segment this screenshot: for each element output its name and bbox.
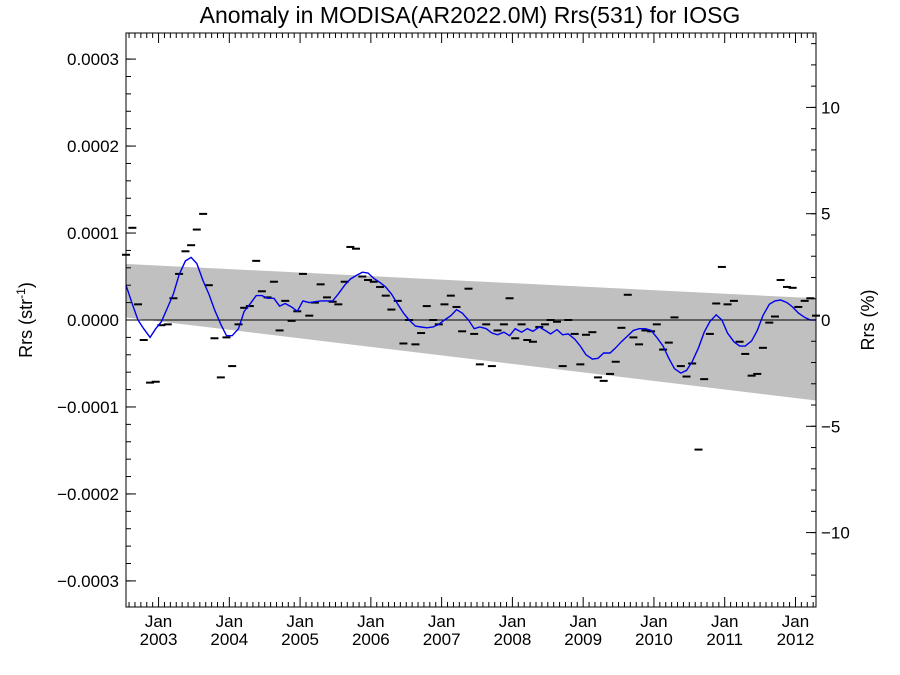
x-tick-year-label: 2007 [423, 630, 461, 649]
right-y-tick-label: 10 [821, 98, 840, 117]
right-y-tick-label: 5 [821, 205, 830, 224]
x-tick-month-label: Jan [357, 612, 384, 631]
left-y-tick-label: 0.0003 [67, 50, 119, 69]
trend-envelope-area [126, 263, 816, 401]
x-tick-year-label: 2010 [635, 630, 673, 649]
x-tick-month-label: Jan [782, 612, 809, 631]
x-tick-year-label: 2012 [777, 630, 815, 649]
left-y-axis: 0.0003 0.0002 0.0001 0.0000 −0.0001 −0.0002 −0… [57, 50, 136, 591]
right-y-tick-label: 0 [821, 311, 830, 330]
x-tick-year-label: 2005 [281, 630, 319, 649]
x-tick-year-label: 2011 [706, 630, 743, 649]
left-y-tick-label: 0.0001 [67, 224, 119, 243]
smoothed-anomaly-line [125, 256, 816, 374]
x-tick-month-label: Jan [711, 612, 738, 631]
x-tick-year-label: 2009 [564, 630, 602, 649]
left-y-tick-label: 0.0000 [67, 311, 119, 330]
left-y-tick-label: −0.0002 [57, 485, 119, 504]
x-tick-month-label: Jan [499, 612, 526, 631]
trend-envelope [126, 263, 816, 401]
right-y-axis: 10 5 0 −5 −10 [806, 43, 850, 597]
x-tick-year-label: 2008 [493, 630, 531, 649]
left-y-tick-label: 0.0002 [67, 137, 119, 156]
right-y-tick-label: −10 [821, 524, 850, 543]
smoothed-line-path [125, 256, 816, 374]
chart-title: Anomaly in MODISA(AR2022.0M) Rrs(531) fo… [200, 2, 741, 28]
x-tick-year-label: 2004 [210, 630, 248, 649]
left-y-axis-label: Rrs (str-1) [14, 282, 36, 358]
x-tick-month-label: Jan [145, 612, 172, 631]
x-tick-year-label: 2006 [352, 630, 390, 649]
left-y-tick-label: −0.0003 [57, 572, 119, 591]
x-tick-month-label: Jan [640, 612, 667, 631]
left-y-tick-label: −0.0001 [57, 398, 119, 417]
x-tick-month-label: Jan [428, 612, 455, 631]
x-tick-year-label: 2003 [140, 630, 178, 649]
x-tick-month-label: Jan [286, 612, 313, 631]
right-y-tick-label: −5 [821, 417, 840, 436]
x-axis: Jan2003Jan2004Jan2005Jan2006Jan2007Jan20… [128, 33, 815, 649]
x-tick-month-label: Jan [569, 612, 596, 631]
right-y-axis-label: Rrs (%) [858, 290, 878, 351]
x-tick-month-label: Jan [216, 612, 243, 631]
